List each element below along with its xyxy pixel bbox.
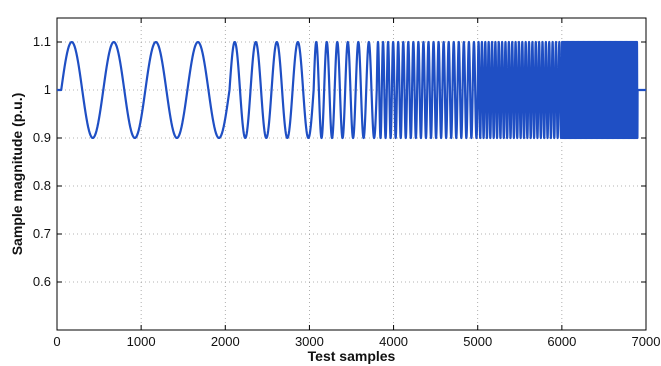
x-tick-label: 6000 [547,334,576,349]
y-tick-label: 0.7 [33,226,51,241]
y-tick-label: 0.9 [33,130,51,145]
x-tick-label: 5000 [463,334,492,349]
y-tick-label: 1.1 [33,34,51,49]
y-tick-label: 0.6 [33,274,51,289]
plot-area [56,17,647,331]
x-tick-label: 2000 [211,334,240,349]
y-tick-label: 0.8 [33,178,51,193]
series-line [57,40,646,140]
x-tick-label: 4000 [379,334,408,349]
x-tick-label: 0 [53,334,60,349]
y-axis-title: Sample magnitude (p.u.) [9,93,25,256]
x-axis-title: Test samples [308,348,396,364]
x-tick-label: 7000 [632,334,661,349]
y-tick-label: 1 [44,82,51,97]
series [57,40,646,140]
x-tick-label: 3000 [295,334,324,349]
x-tick-label: 1000 [127,334,156,349]
axis-ticks: 0 1000 2000 3000 4000 5000 6000 7000 0.6 0.7 0.8 0.… [33,18,661,349]
